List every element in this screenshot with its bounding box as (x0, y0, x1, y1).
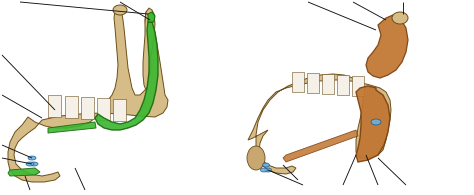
Bar (97, 98, 110, 120)
Ellipse shape (30, 162, 38, 166)
Polygon shape (48, 122, 96, 133)
Ellipse shape (264, 168, 272, 172)
Bar (337, 75, 349, 95)
Ellipse shape (247, 146, 265, 170)
Polygon shape (356, 86, 390, 162)
Ellipse shape (28, 156, 36, 160)
Ellipse shape (26, 162, 34, 166)
Polygon shape (248, 74, 391, 174)
Polygon shape (143, 8, 155, 90)
Polygon shape (366, 15, 408, 78)
Bar (81, 97, 94, 119)
Bar (352, 76, 364, 96)
Ellipse shape (113, 5, 127, 15)
Bar (292, 72, 304, 92)
Polygon shape (95, 22, 158, 130)
Polygon shape (283, 130, 358, 162)
Ellipse shape (263, 163, 270, 167)
Bar (113, 99, 126, 121)
Polygon shape (8, 8, 168, 182)
Ellipse shape (371, 119, 381, 125)
Polygon shape (148, 12, 155, 22)
Ellipse shape (261, 168, 267, 172)
Bar (65, 96, 78, 118)
Ellipse shape (392, 12, 408, 24)
Bar (307, 73, 319, 93)
Polygon shape (8, 168, 40, 176)
Bar (322, 74, 334, 94)
Bar (48, 95, 61, 117)
